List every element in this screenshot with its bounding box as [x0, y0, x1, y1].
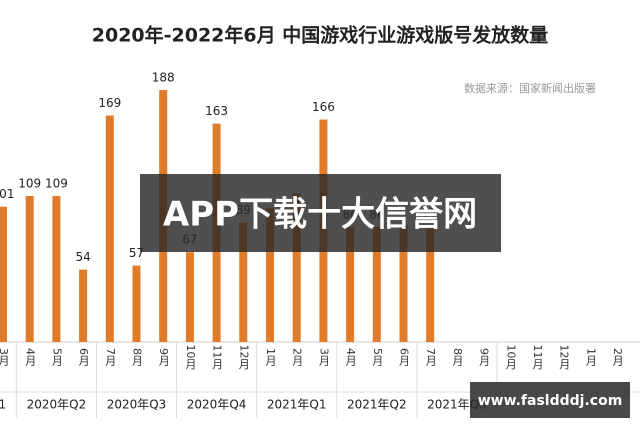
bar: [0, 206, 7, 342]
bar: [399, 225, 408, 342]
watermark-box: [470, 382, 630, 418]
quarter-label: 2020年Q3: [107, 398, 167, 412]
quarter-label: 2021年Q2: [347, 398, 407, 412]
bar: [372, 226, 381, 342]
x-tick-label: 4月: [344, 348, 357, 366]
x-tick-label: 6月: [77, 348, 90, 366]
x-tick-label: 5月: [50, 348, 63, 366]
x-tick-label: 2月: [611, 348, 624, 366]
data-label: 109: [18, 176, 41, 190]
bar: [346, 226, 355, 342]
overlay-box: [140, 174, 501, 252]
quarter-label: 2020年Q4: [187, 398, 247, 412]
chart-title: 2020年-2022年6月 中国游戏行业游戏版号发放数量: [92, 24, 548, 47]
x-tick-label: 5月: [371, 348, 384, 366]
x-tick-label: 10月: [504, 345, 517, 370]
quarter-label: 2021年Q1: [267, 398, 327, 412]
x-tick-label: 1月: [584, 348, 597, 366]
bar: [25, 195, 34, 342]
data-label: 101: [0, 187, 14, 201]
overlay-text: APP下载十大信誉网: [163, 195, 477, 235]
data-label: 109: [45, 176, 68, 190]
data-label: 166: [312, 100, 335, 114]
watermark-text: www.fasldddj.com: [478, 393, 623, 409]
x-tick-label: 11月: [531, 345, 544, 370]
bar: [105, 115, 114, 342]
quarter-label: 2020年Q2: [27, 398, 87, 412]
bar: [426, 225, 435, 342]
bar: [52, 195, 61, 342]
x-tick-label: 6月: [398, 348, 411, 366]
x-tick-label: 9月: [157, 348, 170, 366]
x-tick-label: 2月: [291, 348, 304, 366]
x-tick-label: 12月: [558, 345, 571, 370]
x-tick-label: 4月: [24, 348, 37, 366]
bar: [185, 252, 194, 342]
x-tick-label: 9月: [478, 348, 491, 366]
x-tick-label: 8月: [131, 348, 144, 366]
x-tick-label: 7月: [104, 348, 117, 366]
source: 数据来源：国家新闻出版署: [464, 81, 596, 95]
x-tick-label: 12月: [237, 345, 250, 370]
quarter-label: 2020年Q1: [0, 398, 6, 412]
data-label: 169: [98, 96, 121, 110]
x-tick-label: 3月: [317, 348, 330, 366]
bar: [266, 208, 274, 342]
bar: [79, 269, 88, 342]
x-tick-label: 10月: [184, 345, 197, 370]
x-tick-label: 1月: [264, 348, 277, 366]
data-label: 163: [205, 104, 228, 118]
bar: [292, 193, 301, 342]
data-label: 188: [152, 71, 175, 85]
x-tick-label: 11月: [211, 345, 224, 370]
x-tick-label: 8月: [451, 348, 464, 366]
data-label: 54: [75, 250, 90, 264]
bar: [132, 265, 141, 342]
x-tick-label: 7月: [424, 348, 437, 366]
bar: [239, 222, 248, 342]
x-tick-label: 3月: [0, 348, 10, 366]
